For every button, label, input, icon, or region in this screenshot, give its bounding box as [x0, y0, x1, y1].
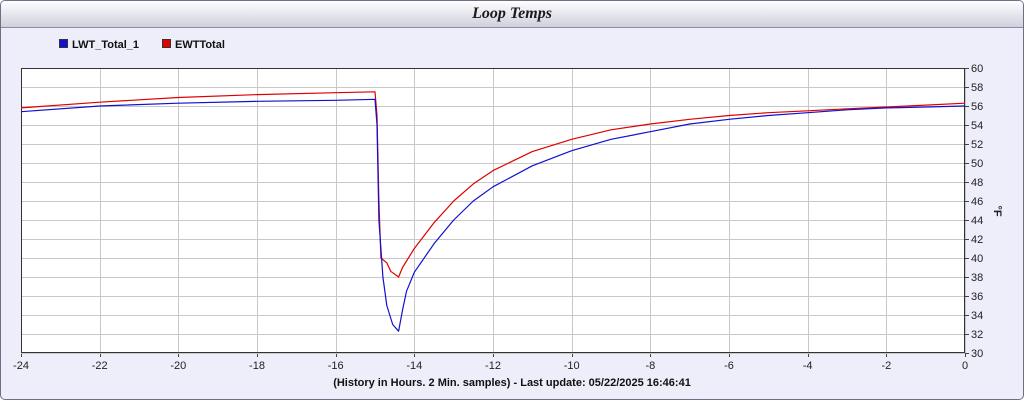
- x-tick-label: -10: [564, 360, 580, 372]
- legend-label-ewt: EWTTotal: [175, 39, 225, 51]
- y-tick-label: 50: [971, 158, 983, 170]
- legend-label-lwt: LWT_Total_1: [72, 39, 140, 51]
- chart-title: Loop Temps: [472, 5, 552, 22]
- x-tick-label: -14: [406, 360, 422, 372]
- y-axis-label: °F: [991, 205, 1003, 216]
- legend-swatch-lwt: [59, 39, 68, 48]
- series-line-lwt-total-1: [20, 98, 966, 332]
- x-tick-label: -24: [13, 360, 29, 372]
- plot-border: [21, 68, 965, 353]
- x-tick-label: -8: [645, 360, 655, 372]
- y-tick-label: 44: [971, 215, 983, 227]
- y-tick-label: 32: [971, 329, 983, 341]
- title-bar: Loop Temps: [1, 1, 1023, 28]
- y-tick-label: 34: [971, 310, 983, 322]
- y-tick-label: 58: [971, 82, 983, 94]
- x-axis-caption: (History in Hours. 2 Min. samples) - Las…: [333, 377, 691, 389]
- y-tick-label: 60: [971, 63, 983, 75]
- y-tick-label: 46: [971, 196, 983, 208]
- x-tick-label: -22: [92, 360, 108, 372]
- y-tick-label: 54: [971, 120, 983, 132]
- x-tick-label: -20: [170, 360, 186, 372]
- y-tick-label: 56: [971, 101, 983, 113]
- y-tick-label: 42: [971, 234, 983, 246]
- x-tick-label: -18: [249, 360, 265, 372]
- y-tick-label: 36: [971, 291, 983, 303]
- x-tick-label: -16: [328, 360, 344, 372]
- x-tick-label: 0: [962, 360, 968, 372]
- y-tick-label: 38: [971, 272, 983, 284]
- x-tick-label: -4: [803, 360, 813, 372]
- y-tick-label: 52: [971, 139, 983, 151]
- legend-swatch-ewt: [162, 39, 171, 48]
- x-tick-label: -12: [485, 360, 501, 372]
- y-tick-label: 48: [971, 177, 983, 189]
- y-tick-label: 40: [971, 253, 983, 265]
- y-tick-label: 30: [971, 348, 983, 360]
- series-line-ewttotal: [20, 91, 966, 278]
- legend-item-ewt: EWTTotal: [162, 39, 225, 51]
- x-tick-label: -2: [881, 360, 891, 372]
- legend-item-lwt: LWT_Total_1: [59, 39, 139, 51]
- x-tick-label: -6: [724, 360, 734, 372]
